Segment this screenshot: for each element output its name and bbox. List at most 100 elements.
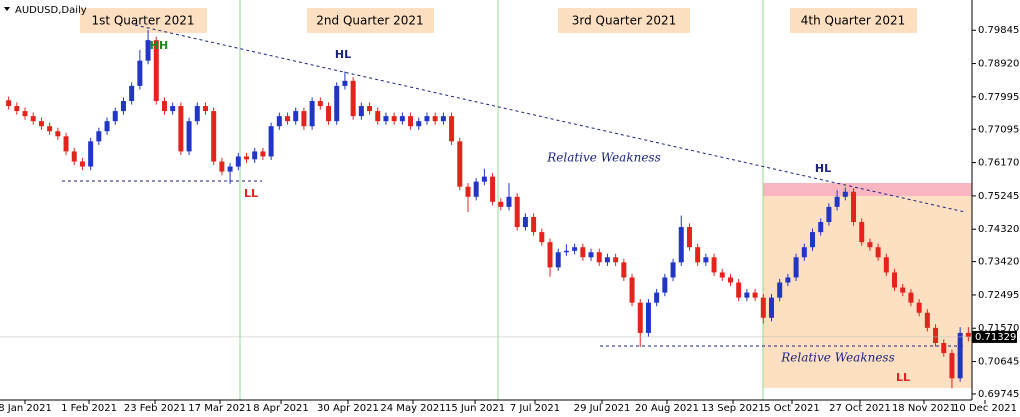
candle-body <box>859 221 865 243</box>
candle-body <box>678 227 684 263</box>
candle-body <box>285 116 291 122</box>
candle-body <box>326 106 332 122</box>
candle-body <box>662 277 668 293</box>
candle-body <box>408 116 414 127</box>
candle-body <box>96 131 102 142</box>
annotation: HL <box>815 162 831 175</box>
candle-body <box>276 116 282 127</box>
candle-body <box>572 247 578 251</box>
candle-body <box>342 80 348 86</box>
candle-body <box>744 292 750 298</box>
candle-body <box>358 106 364 117</box>
candle-body <box>383 116 389 122</box>
candle-body <box>55 131 61 137</box>
candle-body <box>883 257 889 273</box>
y-tick-label: 0.74320 <box>978 224 1019 235</box>
annotation: HH <box>150 39 168 52</box>
candle-body <box>810 232 816 248</box>
quarter-box <box>307 8 434 33</box>
candle-body <box>38 121 44 127</box>
candle-body <box>14 106 20 112</box>
y-tick-label: 0.73420 <box>978 257 1019 268</box>
candle-body <box>941 342 947 354</box>
candle-body <box>145 40 151 61</box>
candle-body <box>924 312 930 328</box>
candle-body <box>399 116 405 122</box>
candle-body <box>727 277 733 283</box>
x-tick-label: 18 Nov 2021 <box>892 403 956 414</box>
candle-body <box>350 80 356 117</box>
candle-body <box>104 121 110 132</box>
y-tick-label: 0.75245 <box>978 191 1019 202</box>
candle-body <box>892 272 898 288</box>
candle-body <box>432 116 438 122</box>
candle-body <box>22 111 28 117</box>
candle-body <box>818 221 824 233</box>
candle-body <box>719 272 725 278</box>
candle-body <box>621 262 627 278</box>
candle-body <box>547 242 553 268</box>
candle-body <box>900 287 906 293</box>
candle-body <box>309 101 315 127</box>
candle-body <box>161 101 167 112</box>
quarter-box <box>80 8 207 33</box>
y-tick-label: 0.72495 <box>978 290 1019 301</box>
candle-body <box>317 101 323 107</box>
x-tick-label: 5 Oct 2021 <box>764 403 819 414</box>
candle-body <box>252 151 258 160</box>
y-tick-label: 0.70645 <box>978 357 1019 368</box>
candle-body <box>916 302 922 313</box>
candle-body <box>424 116 430 122</box>
x-tick-label: 10 Dec 2021 <box>953 403 1017 414</box>
candle-body <box>260 151 266 157</box>
y-tick-label: 0.77995 <box>978 92 1019 103</box>
annotation: LL <box>896 371 910 384</box>
candle-body <box>416 121 422 127</box>
candle-body <box>539 232 545 243</box>
candle-body <box>654 292 660 303</box>
menu-arrow[interactable] <box>4 7 10 11</box>
candle-body <box>506 196 512 207</box>
candle-body <box>580 247 586 258</box>
candle-body <box>63 136 69 152</box>
candle-body <box>465 186 471 197</box>
x-tick-label: 24 May 2021 <box>380 403 445 414</box>
annotation: Relative Weakness <box>546 151 661 165</box>
candle-body <box>391 116 397 122</box>
candle-body <box>522 216 528 228</box>
quarter-zone <box>763 196 972 388</box>
x-tick-label: 29 Jul 2021 <box>574 403 631 414</box>
candle-body <box>71 151 77 162</box>
trend-line <box>134 24 966 213</box>
candle-body <box>457 141 463 187</box>
x-tick-label: 15 Jun 2021 <box>445 403 505 414</box>
y-tick-label: 0.69745 <box>978 389 1019 400</box>
candle-body <box>498 201 504 207</box>
candle-body <box>637 302 643 333</box>
y-tick-label: 0.71570 <box>978 323 1019 334</box>
candle-body <box>293 111 299 122</box>
candle-body <box>875 247 881 258</box>
candle-body <box>965 332 971 337</box>
candle-body <box>908 292 914 303</box>
candle-body <box>670 262 676 278</box>
x-tick-label: 30 Apr 2021 <box>317 403 379 414</box>
candle-body <box>555 252 561 268</box>
x-tick-label: 8 Apr 2021 <box>253 403 308 414</box>
candle-body <box>79 161 85 167</box>
candle-body <box>933 327 939 343</box>
annotation: LL <box>244 187 258 200</box>
candle-body <box>481 176 487 182</box>
candle-body <box>957 332 963 379</box>
quarter-label: 1st Quarter 2021 <box>91 14 194 28</box>
candle-body <box>449 116 455 142</box>
chart-title: AUDUSD,Daily <box>15 5 87 16</box>
candle-body <box>129 85 135 102</box>
candle-body <box>834 196 840 207</box>
candle-body <box>703 257 709 263</box>
candle-body <box>137 60 143 86</box>
quarter-box <box>558 8 690 33</box>
y-tick-label: 0.79845 <box>978 25 1019 36</box>
quarter-label: 2nd Quarter 2021 <box>316 14 423 28</box>
candle-body <box>768 297 774 318</box>
